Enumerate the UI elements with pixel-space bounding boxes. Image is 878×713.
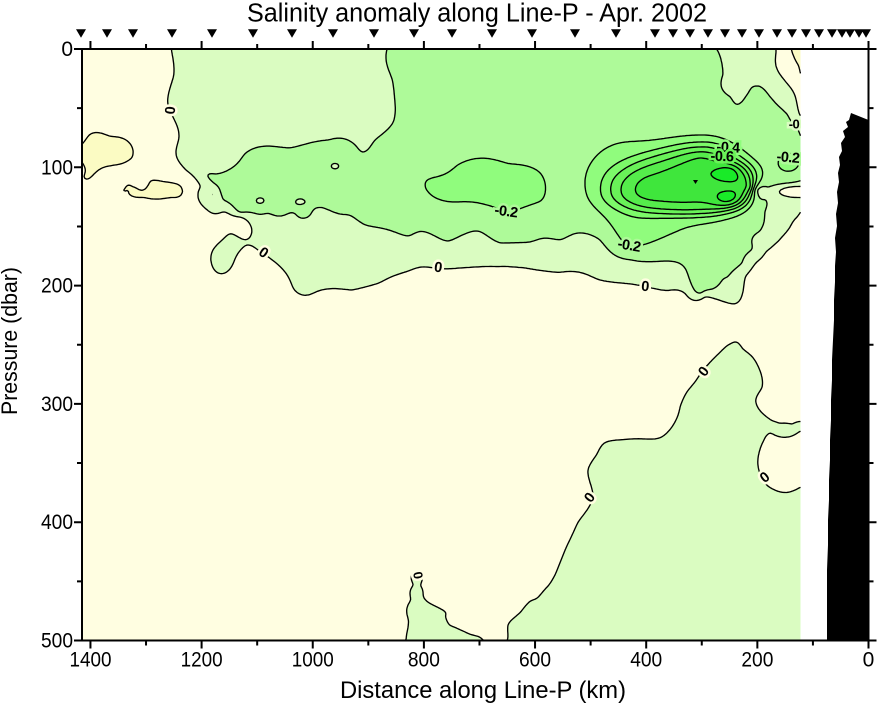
svg-text:0: 0 [61,38,73,61]
svg-text:Distance along Line-P (km): Distance along Line-P (km) [340,677,626,704]
svg-text:200: 200 [741,649,773,672]
svg-text:-0.2: -0.2 [493,202,518,221]
svg-text:-0.6: -0.6 [710,149,734,166]
svg-text:1400: 1400 [70,649,112,672]
svg-text:300: 300 [41,393,73,416]
svg-text:500: 500 [41,630,73,653]
svg-text:-0: -0 [789,117,800,132]
svg-text:-0.2: -0.2 [776,149,801,167]
svg-text:100: 100 [41,156,73,179]
svg-text:Pressure (dbar): Pressure (dbar) [0,267,22,415]
svg-text:200: 200 [41,275,73,298]
svg-text:800: 800 [408,649,440,672]
svg-text:0: 0 [863,649,875,672]
svg-text:400: 400 [41,511,73,534]
svg-text:1200: 1200 [181,649,223,672]
svg-text:Salinity anomaly along Line-P: Salinity anomaly along Line-P - Apr. 200… [247,0,707,28]
svg-text:400: 400 [630,649,662,672]
svg-text:1000: 1000 [292,649,334,672]
svg-text:600: 600 [519,649,551,672]
svg-text:-0.4: -0.4 [716,139,740,156]
